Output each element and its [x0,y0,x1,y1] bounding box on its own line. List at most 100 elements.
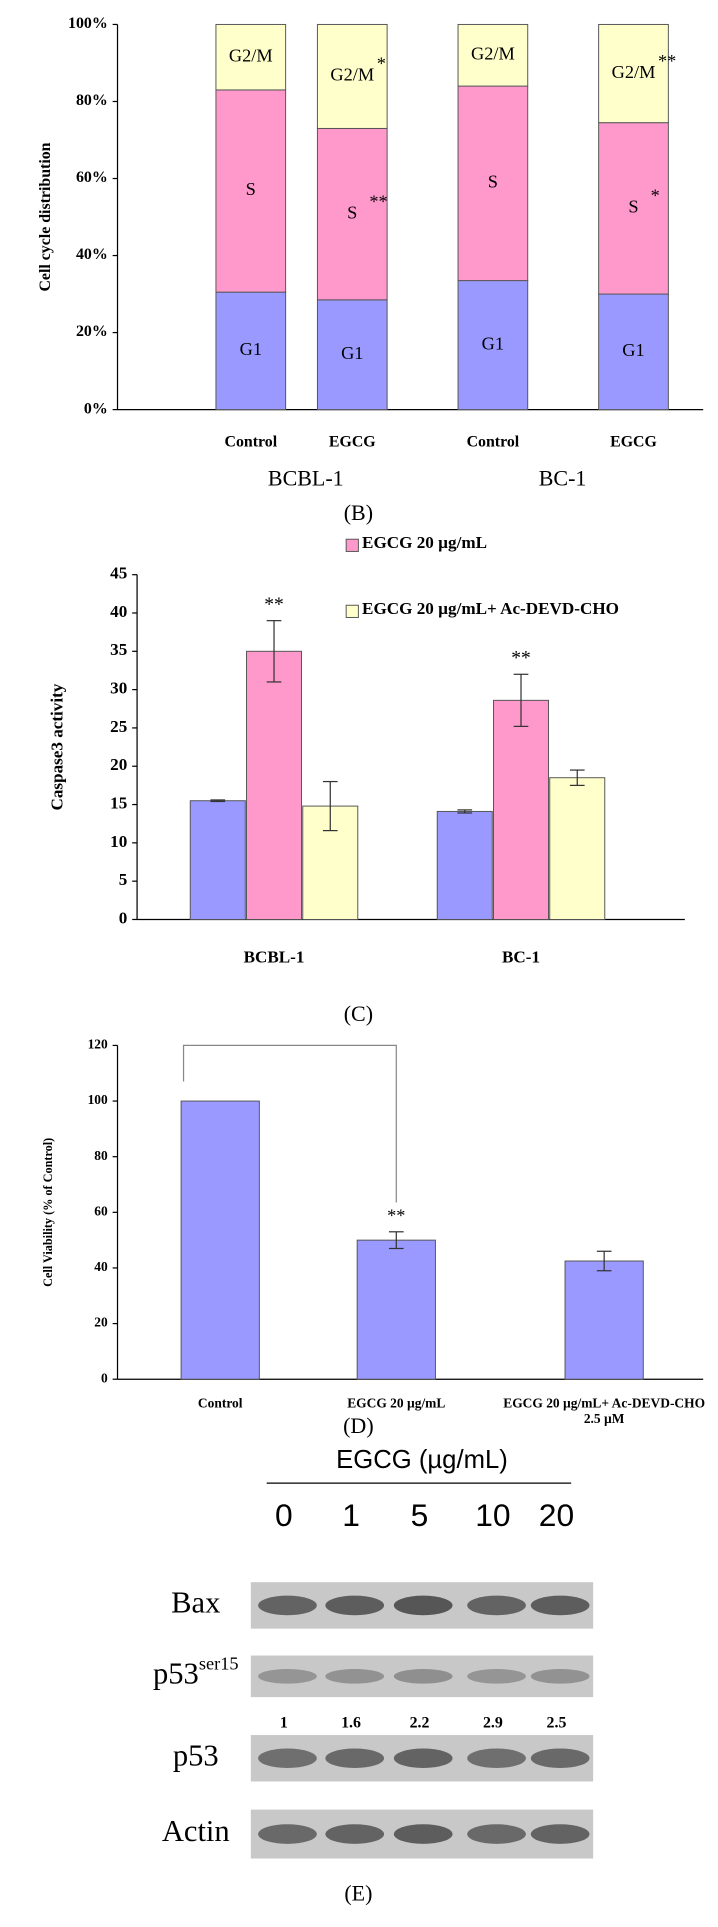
y-tick-label: 40 [94,1259,108,1274]
row-label: Bax [171,1585,220,1619]
y-tick-label: 60 [94,1203,108,1218]
bar-segment [598,293,669,411]
x-tick-label-box: EGCG 20 µg/mL+ Ac-DEVD-CHO 2.5 µM [503,1396,705,1426]
dose-label: 10 [475,1497,510,1533]
y-tick-label: 80% [76,92,108,109]
blot-band [530,1595,590,1616]
y-tick-label: 0% [84,400,108,417]
bar-segment [215,291,287,411]
significance: ** [658,51,676,71]
row-label-text: p53 [173,1738,219,1772]
segment-label: G2/M [471,43,515,63]
legend-swatch [345,604,359,618]
bar-segment [457,85,529,282]
bar [493,699,550,920]
bar-segment [316,23,388,129]
blot-band [258,1824,317,1844]
quantification: 2.9 [483,1715,503,1732]
quantification: 2.2 [410,1715,430,1732]
blot-band [325,1595,385,1616]
segment-label: G1 [622,340,644,360]
y-tick-label: 35 [110,640,127,659]
segment-label: G1 [482,333,504,353]
y-tick-label: 40% [76,246,108,263]
row-label-superscript: ser15 [199,1654,239,1674]
x-tick-label: Control [224,433,277,450]
y-tick-label: 10 [110,832,127,851]
x-tick-label: EGCG [329,433,376,450]
blot-band [393,1595,453,1616]
bar [180,1100,260,1380]
y-tick-label: 0 [101,1370,108,1385]
y-tick-label: 5 [119,870,128,889]
bar [549,777,606,920]
bar [356,1239,436,1380]
y-tick-label: 30 [110,679,127,698]
blot-band [325,1669,385,1684]
segment-label: G1 [240,339,262,359]
blot-band [325,1748,385,1769]
x-tick-label: EGCG 20 µg/mL [347,1396,446,1412]
dose-label: 0 [275,1497,293,1533]
row-label: p53 [173,1738,219,1772]
significance-bracket [182,1044,397,1203]
blot-band [530,1748,590,1769]
bar-segment [316,299,388,411]
y-tick-label: 20 [110,755,127,774]
panel-label: (D) [343,1413,374,1438]
blot-band [258,1669,317,1684]
segment-label: G2/M [330,65,374,85]
significance: * [377,54,386,74]
y-tick-label: 40 [110,602,127,621]
segment-label: G2/M [612,62,656,82]
row-label-text: p53 [153,1656,199,1690]
blot-band [393,1669,453,1684]
quantification: 1 [280,1715,288,1732]
segment-label: G2/M [229,45,273,65]
legend-label-box: EGCG 20 µg/mL+ Ac-DEVD-CHO [362,600,619,619]
panel-label: (B) [344,500,373,525]
significance: ** [264,594,284,615]
blot-band [467,1595,526,1616]
blot-band [393,1748,453,1769]
x-tick-label-box: EGCG 20 µg/mL [347,1396,446,1412]
significance: ** [387,1205,405,1225]
y-axis-label: Cell cycle distribution [37,142,54,291]
bar [246,650,303,920]
blot-strip [250,1655,594,1698]
blot-title: EGCG (µg/mL) [336,1446,508,1474]
y-tick-label: 80 [94,1148,108,1163]
y-tick-label: 60% [76,169,108,186]
row-label: p53ser15 [153,1654,239,1691]
significance: * [651,186,660,206]
x-tick-label: EGCG [610,433,657,450]
dose-label: 5 [411,1497,429,1533]
bar [564,1260,644,1380]
x-tick-label: Control [197,1396,243,1412]
legend-label: EGCG 20 µg/mL+ Ac-DEVD-CHO [362,600,619,619]
row-label-text: Actin [162,1814,230,1848]
segment-label: S [347,202,357,222]
blot-band [467,1748,526,1769]
y-axis-label: Caspase3 activity [48,683,67,810]
row-label: Actin [162,1814,230,1848]
bar-segment [316,127,388,301]
blot-band [467,1824,526,1844]
legend-label: EGCG 20 µg/mL [362,534,488,553]
legend-swatch [345,538,359,552]
quantification: 1.6 [341,1715,361,1732]
blot-band [258,1595,317,1616]
y-tick-label: 20 [94,1315,108,1330]
blot-band [325,1824,385,1844]
y-tick-label: 15 [110,793,127,812]
x-tick-label: BC-1 [502,948,540,967]
segment-label: G1 [341,343,363,363]
bar [436,810,493,920]
y-tick-label: 20% [76,323,108,340]
y-tick-label: 100% [68,15,108,32]
bar-segment [457,23,529,87]
blot-band [530,1824,590,1844]
bar-segment [598,23,669,124]
group-label: BCBL-1 [268,466,344,491]
